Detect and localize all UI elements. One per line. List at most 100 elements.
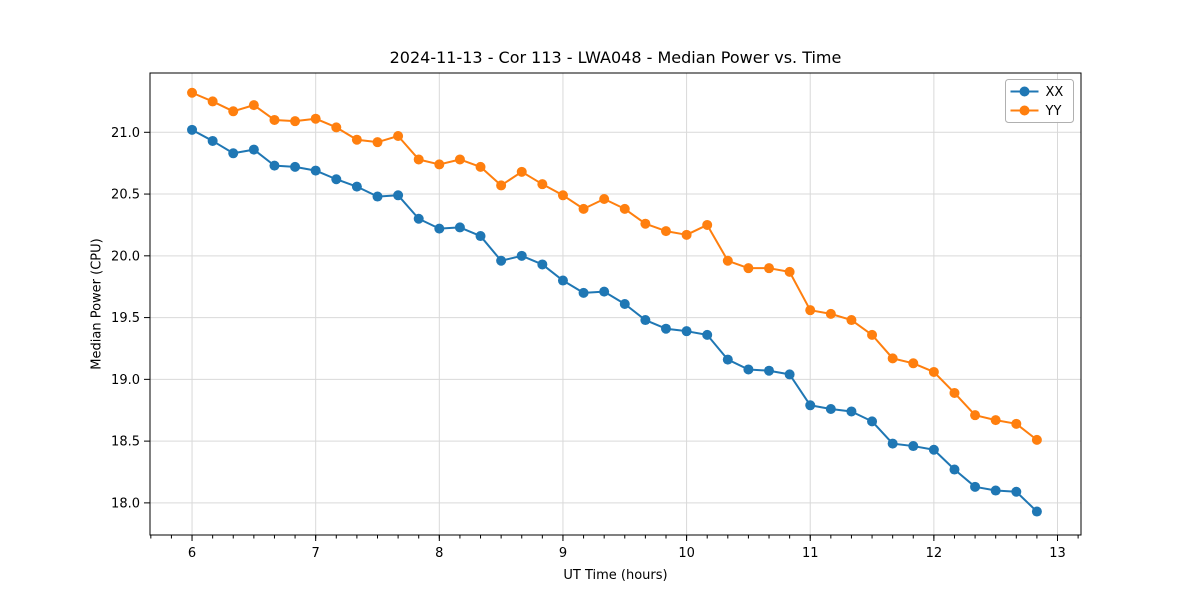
y-tick-label: 19.0 bbox=[111, 373, 140, 388]
series-YY-marker bbox=[887, 353, 898, 364]
series-XX-marker bbox=[351, 181, 362, 192]
series-YY-marker bbox=[928, 366, 939, 377]
series-XX-marker bbox=[310, 165, 321, 176]
series-XX-marker bbox=[269, 160, 280, 171]
series-XX-marker bbox=[331, 174, 342, 185]
series-XX-marker bbox=[908, 441, 919, 452]
series-YY-marker bbox=[949, 387, 960, 398]
series-XX-marker bbox=[1011, 486, 1022, 497]
series-XX-marker bbox=[949, 464, 960, 475]
series-YY-marker bbox=[248, 100, 259, 111]
series-YY-marker bbox=[660, 226, 671, 237]
axes-spines bbox=[149, 72, 1082, 536]
series-XX-marker bbox=[187, 124, 198, 135]
series-XX-marker bbox=[784, 369, 795, 380]
series-XX-marker bbox=[413, 213, 424, 224]
x-tick-label: 12 bbox=[926, 546, 943, 561]
series-XX-marker bbox=[764, 365, 775, 376]
series-YY-marker bbox=[764, 263, 775, 274]
series-XX-marker bbox=[248, 144, 259, 155]
series-XX-marker bbox=[846, 406, 857, 417]
series-YY-marker bbox=[310, 113, 321, 124]
x-tick-label: 11 bbox=[802, 546, 819, 561]
legend-marker-YY bbox=[1019, 105, 1030, 116]
series-XX-marker bbox=[619, 299, 630, 309]
series-YY-marker bbox=[454, 154, 465, 165]
series-XX-marker bbox=[743, 364, 754, 375]
series-XX-marker bbox=[557, 275, 568, 286]
series-YY-marker bbox=[1031, 434, 1042, 445]
series-YY-marker bbox=[578, 203, 589, 214]
series-XX-marker bbox=[496, 255, 507, 266]
x-axis-label: UT Time (hours) bbox=[563, 568, 668, 583]
series-XX-marker bbox=[537, 259, 548, 270]
series-YY-marker bbox=[784, 266, 795, 277]
series-YY-marker bbox=[1011, 418, 1022, 429]
series-YY-marker bbox=[722, 255, 733, 266]
series-YY-marker bbox=[434, 159, 445, 170]
series-YY bbox=[187, 87, 1042, 445]
series-YY-marker bbox=[351, 134, 362, 145]
series-XX-marker bbox=[660, 323, 671, 334]
series-YY-marker bbox=[619, 203, 630, 214]
y-tick-label: 19.5 bbox=[111, 311, 140, 326]
series-XX-line bbox=[191, 128, 1038, 513]
series-YY-marker bbox=[640, 218, 651, 229]
series-XX-marker bbox=[640, 315, 651, 326]
series-XX-marker bbox=[928, 444, 939, 455]
series-XX-marker bbox=[393, 190, 404, 201]
legend: XX YY bbox=[1005, 79, 1074, 123]
series-YY-marker bbox=[805, 305, 816, 316]
x-tick-label: 9 bbox=[559, 546, 567, 561]
series-XX-marker bbox=[990, 485, 1001, 496]
ticks: 6 7 8 9 10 11 12 13 18.0 18.5 19.0 19.5 20.0 20.5 21.0 bbox=[111, 126, 1079, 561]
series-YY-marker bbox=[702, 219, 713, 230]
series-YY-line bbox=[191, 91, 1038, 441]
series-YY-marker bbox=[743, 263, 754, 274]
series-YY-marker bbox=[825, 308, 836, 319]
series-YY-marker bbox=[496, 180, 507, 191]
series-XX-marker bbox=[475, 231, 486, 242]
series-XX-marker bbox=[970, 481, 981, 492]
series-XX-marker bbox=[702, 329, 713, 340]
x-tick-label: 8 bbox=[435, 546, 443, 561]
series-YY-marker bbox=[393, 131, 404, 141]
x-tick-label: 13 bbox=[1049, 546, 1066, 561]
series-YY-marker bbox=[207, 96, 218, 107]
series-XX-marker bbox=[599, 286, 610, 297]
series-XX-marker bbox=[805, 400, 816, 411]
y-tick-label: 18.5 bbox=[111, 435, 140, 450]
series-YY-marker bbox=[990, 415, 1001, 426]
series-XX-marker bbox=[681, 326, 692, 337]
series-YY-marker bbox=[846, 315, 857, 326]
series-XX-marker bbox=[228, 148, 239, 159]
y-tick-label: 21.0 bbox=[111, 126, 140, 141]
y-axis-label: Median Power (CPU) bbox=[89, 238, 105, 370]
series-YY-marker bbox=[269, 114, 280, 125]
legend-label-YY: YY bbox=[1045, 104, 1062, 119]
y-tick-label: 18.0 bbox=[111, 496, 140, 511]
series-YY-marker bbox=[867, 329, 878, 340]
series-XX bbox=[187, 124, 1042, 517]
series-YY-marker bbox=[516, 166, 527, 177]
gridlines bbox=[150, 73, 1081, 535]
x-tick-label: 7 bbox=[312, 546, 320, 561]
x-tick-label: 10 bbox=[678, 546, 695, 561]
series-XX-marker bbox=[516, 250, 527, 261]
series-XX-marker bbox=[207, 135, 218, 146]
series-XX-marker bbox=[578, 287, 589, 298]
series-YY-marker bbox=[599, 194, 610, 204]
series-XX-marker bbox=[372, 191, 383, 202]
series-XX-marker bbox=[887, 438, 898, 449]
y-tick-label: 20.5 bbox=[111, 188, 140, 203]
series-XX-marker bbox=[454, 222, 465, 233]
x-tick-label: 6 bbox=[188, 546, 196, 561]
legend-marker-XX bbox=[1019, 86, 1030, 97]
series-YY-marker bbox=[228, 106, 239, 117]
series-YY-marker bbox=[331, 122, 342, 133]
series-XX-marker bbox=[1031, 506, 1042, 517]
series-XX-marker bbox=[722, 354, 733, 365]
series-YY-marker bbox=[908, 358, 919, 369]
